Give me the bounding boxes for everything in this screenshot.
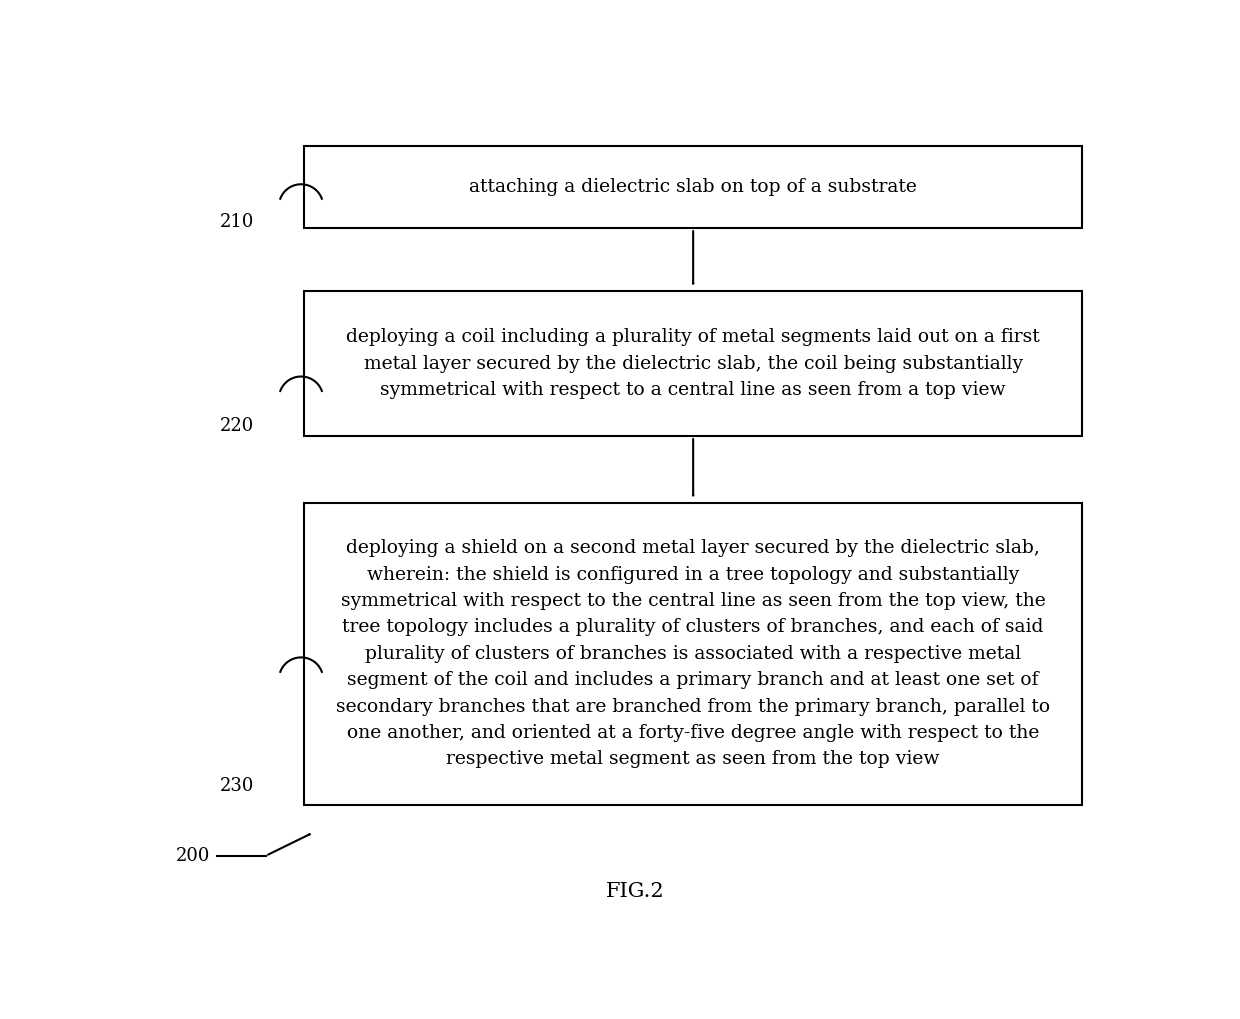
Text: attaching a dielectric slab on top of a substrate: attaching a dielectric slab on top of a … (469, 178, 918, 196)
Text: deploying a shield on a second metal layer secured by the dielectric slab,
where: deploying a shield on a second metal lay… (336, 539, 1050, 768)
Text: 220: 220 (219, 417, 254, 434)
Text: 200: 200 (176, 847, 211, 865)
Text: 210: 210 (219, 213, 254, 230)
Text: deploying a coil including a plurality of metal segments laid out on a first
met: deploying a coil including a plurality o… (346, 328, 1040, 399)
Bar (304, 146, 1083, 228)
Text: 230: 230 (219, 777, 254, 796)
Text: FIG.2: FIG.2 (606, 881, 665, 901)
Bar (304, 291, 1083, 436)
Bar (304, 502, 1083, 805)
